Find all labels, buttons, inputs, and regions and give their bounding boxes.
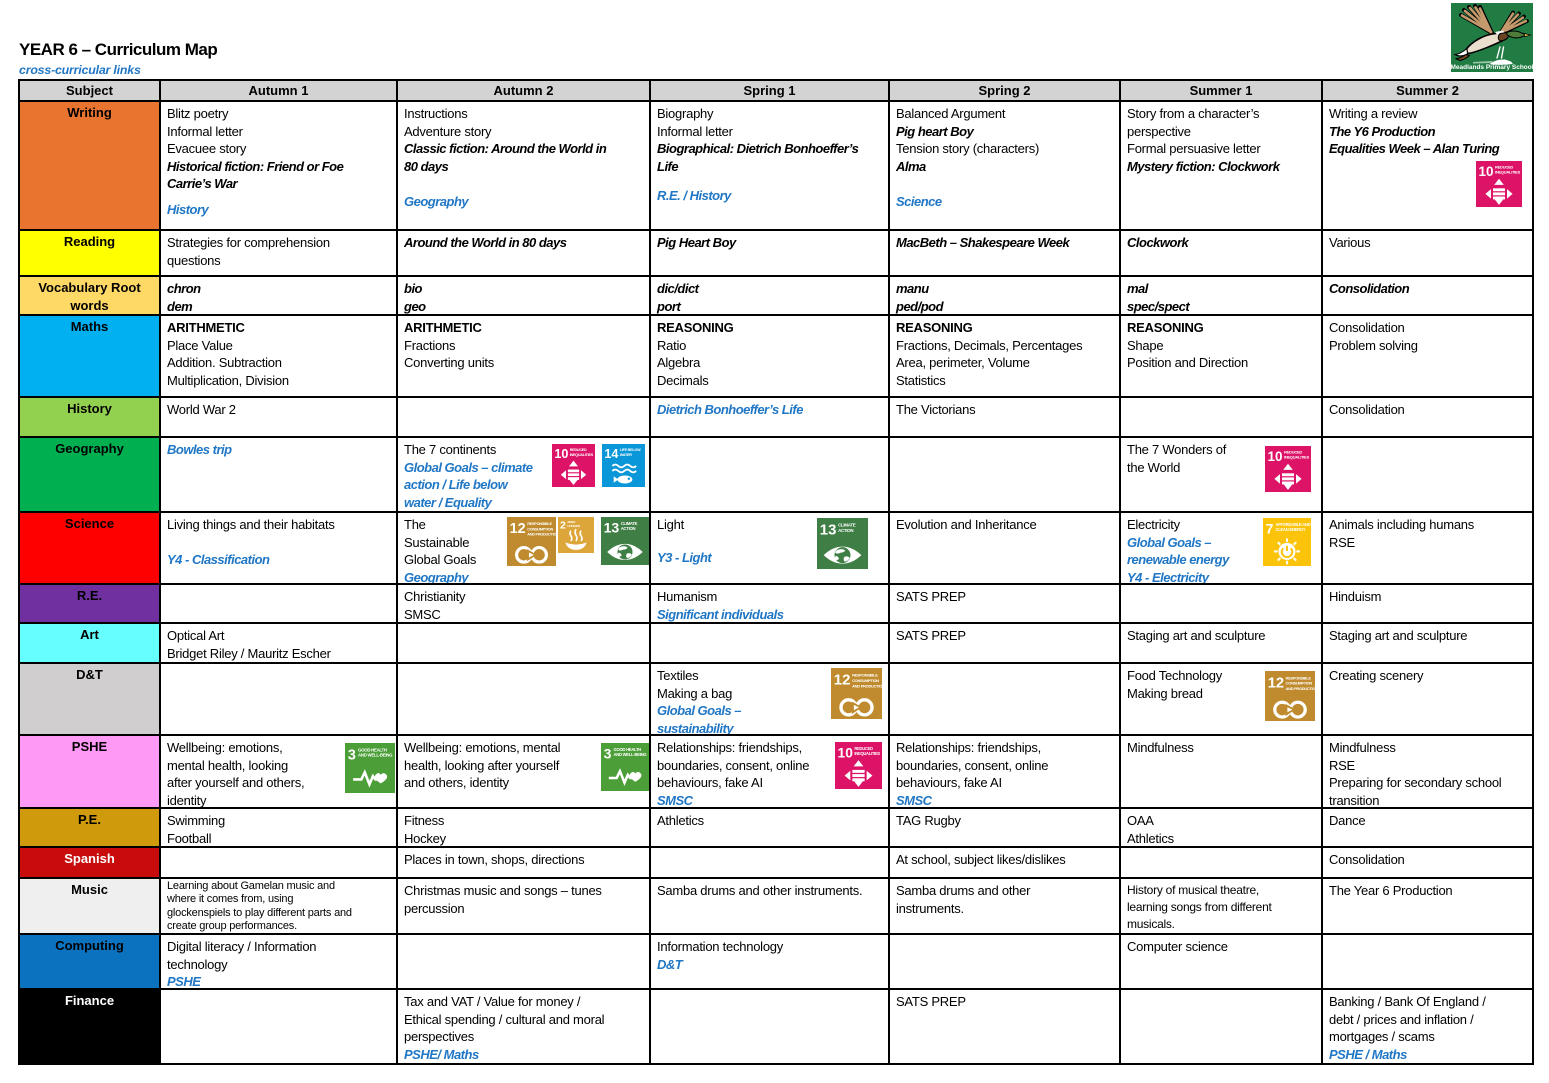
svg-text:REDUCED: REDUCED	[1495, 165, 1513, 170]
svg-text:3: 3	[604, 746, 612, 762]
svg-text:13: 13	[820, 522, 837, 539]
svg-text:REDUCED: REDUCED	[1284, 450, 1302, 455]
svg-text:AND PRODUCTION: AND PRODUCTION	[527, 533, 556, 537]
svg-text:13: 13	[604, 520, 620, 536]
svg-text:Meadlands Primary School: Meadlands Primary School	[1451, 64, 1533, 71]
svg-text:RESPONSIBLE: RESPONSIBLE	[1286, 675, 1312, 680]
svg-text:3: 3	[348, 747, 356, 763]
svg-text:GOOD HEALTH: GOOD HEALTH	[614, 747, 642, 752]
svg-text:CONSUMPTION: CONSUMPTION	[852, 678, 879, 683]
svg-text:10: 10	[1268, 449, 1283, 464]
svg-text:RESPONSIBLE: RESPONSIBLE	[527, 522, 552, 526]
svg-text:12: 12	[510, 521, 526, 537]
svg-text:12: 12	[1268, 675, 1284, 691]
svg-text:7: 7	[1266, 521, 1274, 537]
svg-text:ZERO: ZERO	[567, 520, 576, 524]
svg-text:CLIMATE: CLIMATE	[838, 522, 856, 527]
svg-text:12: 12	[834, 672, 851, 689]
svg-text:AND PRODUCTION: AND PRODUCTION	[852, 684, 882, 689]
svg-text:10: 10	[838, 745, 854, 760]
svg-text:ACTION: ACTION	[621, 526, 636, 531]
svg-text:INEQUALITIES: INEQUALITIES	[1284, 455, 1310, 460]
svg-text:AND WELL-BEING: AND WELL-BEING	[358, 753, 393, 758]
svg-text:LIFE BELOW: LIFE BELOW	[620, 448, 641, 452]
svg-text:CLIMATE: CLIMATE	[621, 521, 638, 526]
svg-text:2: 2	[560, 520, 566, 532]
svg-text:AND WELL-BEING: AND WELL-BEING	[614, 752, 647, 757]
svg-text:HUNGER: HUNGER	[567, 524, 580, 528]
svg-text:REDUCED: REDUCED	[854, 746, 873, 751]
svg-text:ACTION: ACTION	[838, 528, 853, 533]
svg-text:10: 10	[554, 447, 568, 461]
svg-text:REDUCED: REDUCED	[570, 448, 587, 452]
svg-text:AFFORDABLE AND: AFFORDABLE AND	[1276, 522, 1311, 527]
svg-text:CLEAN ENERGY: CLEAN ENERGY	[1276, 527, 1306, 532]
svg-text:WATER: WATER	[620, 453, 633, 457]
svg-text:CONSUMPTION: CONSUMPTION	[1286, 681, 1313, 686]
svg-text:INEQUALITIES: INEQUALITIES	[570, 453, 594, 457]
svg-text:AND PRODUCTION: AND PRODUCTION	[1286, 686, 1315, 691]
svg-text:GOOD HEALTH: GOOD HEALTH	[358, 747, 387, 752]
svg-text:CONSUMPTION: CONSUMPTION	[527, 527, 553, 531]
svg-text:10: 10	[1479, 164, 1494, 179]
svg-text:INEQUALITIES: INEQUALITIES	[854, 751, 880, 756]
svg-text:INEQUALITIES: INEQUALITIES	[1495, 170, 1521, 175]
svg-text:14: 14	[604, 447, 618, 461]
svg-text:RESPONSIBLE: RESPONSIBLE	[852, 672, 878, 677]
